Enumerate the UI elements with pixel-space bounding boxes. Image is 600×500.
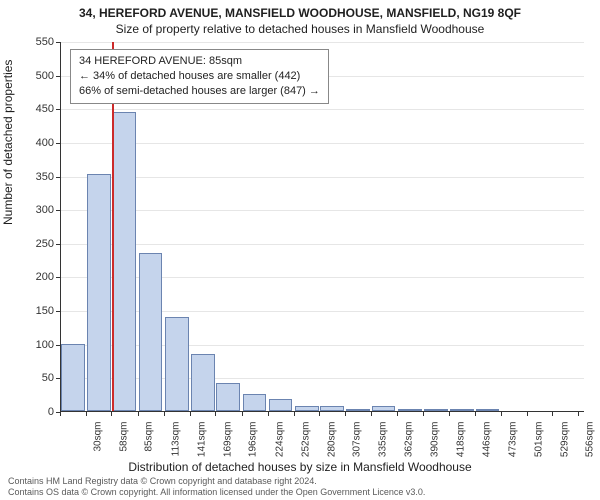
- info-line-1: 34 HEREFORD AVENUE: 85sqm: [79, 54, 320, 69]
- chart-container: { "title_line1": "34, HEREFORD AVENUE, M…: [0, 0, 600, 500]
- x-tick-mark: [397, 412, 398, 416]
- y-tick-label: 350: [14, 171, 54, 183]
- bar: [216, 383, 240, 411]
- x-tick-mark: [60, 412, 61, 416]
- x-tick-mark: [319, 412, 320, 416]
- x-tick-label: 113sqm: [170, 422, 181, 462]
- y-tick-label: 450: [14, 103, 54, 115]
- bar: [320, 406, 344, 411]
- chart-title-sub: Size of property relative to detached ho…: [0, 22, 600, 36]
- x-tick-label: 390sqm: [429, 422, 440, 462]
- y-tick-label: 50: [14, 372, 54, 384]
- x-tick-label: 30sqm: [93, 422, 104, 462]
- x-tick-label: 252sqm: [300, 422, 311, 462]
- y-tick-label: 400: [14, 137, 54, 149]
- y-tick-mark: [56, 277, 60, 278]
- y-tick-mark: [56, 345, 60, 346]
- x-tick-mark: [345, 412, 346, 416]
- bar: [372, 406, 396, 411]
- x-tick-label: 141sqm: [196, 422, 207, 462]
- x-tick-mark: [268, 412, 269, 416]
- x-tick-mark: [86, 412, 87, 416]
- bar: [450, 409, 474, 411]
- x-tick-mark: [423, 412, 424, 416]
- bar: [269, 399, 293, 411]
- y-tick-label: 0: [14, 406, 54, 418]
- y-axis-label: Number of detached properties: [1, 60, 15, 225]
- bar: [139, 253, 163, 411]
- x-tick-mark: [527, 412, 528, 416]
- x-tick-mark: [111, 412, 112, 416]
- y-tick-mark: [56, 177, 60, 178]
- bar: [476, 409, 500, 411]
- x-tick-mark: [578, 412, 579, 416]
- x-tick-mark: [294, 412, 295, 416]
- x-tick-mark: [215, 412, 216, 416]
- bar: [346, 409, 370, 411]
- bar: [295, 406, 319, 411]
- x-tick-mark: [501, 412, 502, 416]
- x-tick-label: 473sqm: [507, 422, 518, 462]
- y-tick-label: 150: [14, 305, 54, 317]
- x-tick-label: 501sqm: [533, 422, 544, 462]
- x-tick-mark: [164, 412, 165, 416]
- x-tick-label: 169sqm: [223, 422, 234, 462]
- y-tick-label: 550: [14, 36, 54, 48]
- x-tick-mark: [242, 412, 243, 416]
- x-axis-label: Distribution of detached houses by size …: [0, 460, 600, 474]
- y-tick-mark: [56, 244, 60, 245]
- bar: [398, 409, 422, 411]
- bar: [191, 354, 215, 411]
- x-tick-mark: [190, 412, 191, 416]
- bar: [87, 174, 111, 411]
- x-tick-mark: [138, 412, 139, 416]
- x-tick-label: 196sqm: [248, 422, 259, 462]
- x-tick-label: 85sqm: [144, 422, 155, 462]
- footer-line-1: Contains HM Land Registry data © Crown c…: [8, 476, 592, 487]
- y-tick-mark: [56, 76, 60, 77]
- bar: [165, 317, 189, 411]
- bar: [424, 409, 448, 411]
- bar: [243, 394, 267, 411]
- y-tick-label: 250: [14, 238, 54, 250]
- x-tick-label: 556sqm: [585, 422, 596, 462]
- footer-line-2: Contains OS data © Crown copyright. All …: [8, 487, 592, 498]
- info-line-3: 66% of semi-detached houses are larger (…: [79, 84, 320, 99]
- y-tick-label: 200: [14, 271, 54, 283]
- footer: Contains HM Land Registry data © Crown c…: [8, 476, 592, 498]
- y-tick-label: 300: [14, 204, 54, 216]
- info-line-2: ← 34% of detached houses are smaller (44…: [79, 69, 320, 84]
- x-tick-label: 58sqm: [119, 422, 130, 462]
- y-tick-mark: [56, 210, 60, 211]
- y-tick-mark: [56, 143, 60, 144]
- info-box: 34 HEREFORD AVENUE: 85sqm ← 34% of detac…: [70, 49, 329, 104]
- x-tick-label: 307sqm: [352, 422, 363, 462]
- bar: [112, 112, 136, 411]
- bar: [61, 344, 85, 411]
- x-tick-label: 335sqm: [378, 422, 389, 462]
- x-tick-label: 446sqm: [482, 422, 493, 462]
- x-tick-label: 418sqm: [456, 422, 467, 462]
- x-tick-label: 362sqm: [403, 422, 414, 462]
- x-tick-label: 224sqm: [274, 422, 285, 462]
- x-tick-mark: [475, 412, 476, 416]
- y-tick-mark: [56, 311, 60, 312]
- x-tick-label: 280sqm: [326, 422, 337, 462]
- y-tick-label: 100: [14, 339, 54, 351]
- y-tick-mark: [56, 109, 60, 110]
- y-tick-label: 500: [14, 70, 54, 82]
- x-tick-label: 529sqm: [559, 422, 570, 462]
- x-tick-mark: [552, 412, 553, 416]
- x-tick-mark: [449, 412, 450, 416]
- y-tick-mark: [56, 42, 60, 43]
- chart-title-address: 34, HEREFORD AVENUE, MANSFIELD WOODHOUSE…: [0, 6, 600, 20]
- x-tick-mark: [371, 412, 372, 416]
- y-tick-mark: [56, 378, 60, 379]
